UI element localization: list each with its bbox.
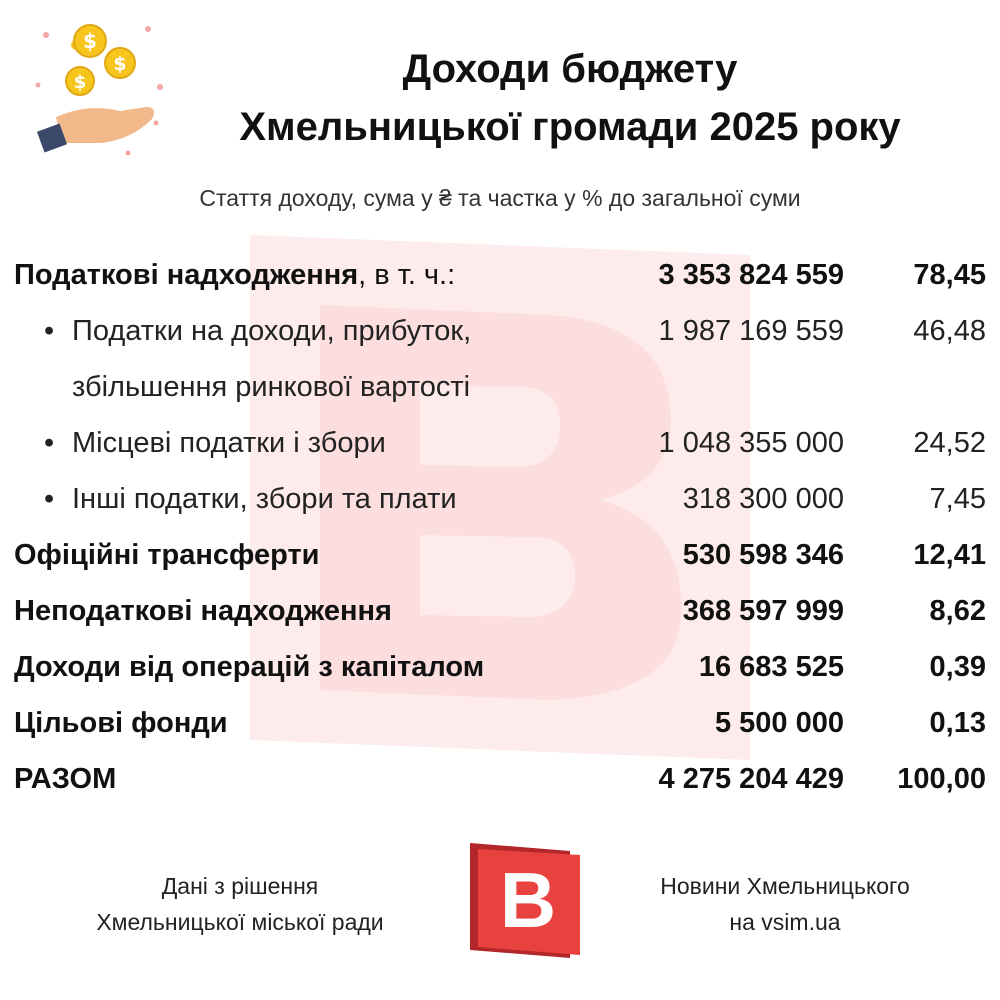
- row-percent: 46,48: [913, 315, 986, 347]
- hand-with-dollar-coins-icon: $ $ $: [35, 24, 163, 156]
- table-row-total: РАЗОМ 4 275 204 429 100,00: [14, 752, 986, 808]
- row-percent: 78,45: [913, 259, 986, 291]
- watermark-logo: [250, 235, 750, 760]
- row-percent: 8,62: [929, 595, 986, 627]
- row-amount: 318 300 000: [682, 483, 844, 515]
- row-amount: 16 683 525: [698, 651, 844, 683]
- row-percent: 7,45: [929, 483, 986, 515]
- row-label: Неподаткові надходження: [14, 595, 392, 627]
- table-row: • Податки на доходи, прибуток, збільшенн…: [14, 304, 986, 416]
- subtitle: Стаття доходу, сума у ₴ та частка у % до…: [199, 185, 801, 211]
- bullet-icon: •: [44, 315, 55, 347]
- brand-note: Новини Хмельницького на vsim.ua: [585, 868, 985, 940]
- title-line-2: Хмельницької громади 2025 року: [239, 105, 901, 149]
- table-row: Податкові надходження, в т. ч.: 3 353 82…: [14, 248, 986, 304]
- row-amount: 530 598 346: [682, 539, 844, 571]
- row-label: Місцеві податки і збори: [72, 427, 386, 459]
- source-note: Дані з рішення Хмельницької міської ради: [30, 868, 450, 940]
- svg-text:$: $: [74, 72, 87, 93]
- source-line-2: Хмельницької міської ради: [96, 909, 384, 935]
- row-label: Цільові фонди: [14, 707, 228, 739]
- row-percent: 0,39: [929, 651, 986, 683]
- row-percent: 24,52: [913, 427, 986, 459]
- row-amount: 3 353 824 559: [658, 259, 844, 291]
- logo-letter: B: [500, 856, 556, 944]
- bullet-icon: •: [44, 483, 55, 515]
- row-label: Податки на доходи, прибуток,: [72, 315, 472, 347]
- row-amount: 368 597 999: [682, 595, 844, 627]
- table-row: Офіційні трансферти 530 598 346 12,41: [14, 528, 986, 584]
- row-label: Офіційні трансферти: [14, 539, 320, 571]
- row-label-continued: збільшення ринкової вартості: [72, 371, 471, 403]
- brand-line-1: Новини Хмельницького: [660, 873, 910, 899]
- row-label: РАЗОМ: [14, 763, 117, 795]
- row-percent: 0,13: [929, 707, 986, 739]
- row-amount: 1 048 355 000: [658, 427, 844, 459]
- row-amount: 1 987 169 559: [658, 315, 844, 347]
- row-percent: 12,41: [913, 539, 986, 571]
- title-line-1: Доходи бюджету: [402, 47, 738, 91]
- table-row: Цільові фонди 5 500 000 0,13: [14, 696, 986, 752]
- revenue-table: Податкові надходження, в т. ч.: 3 353 82…: [14, 248, 986, 808]
- bullet-icon: •: [44, 427, 55, 459]
- row-percent: 100,00: [897, 763, 986, 795]
- svg-text:$: $: [113, 53, 126, 75]
- row-amount: 4 275 204 429: [658, 763, 844, 795]
- svg-text:$: $: [83, 29, 97, 53]
- row-label: Доходи від операцій з капіталом: [14, 651, 485, 683]
- table-row: • Місцеві податки і збори 1 048 355 000 …: [14, 416, 986, 472]
- brand-line-2: на vsim.ua: [729, 909, 841, 935]
- row-label: Податкові надходження, в т. ч.:: [14, 259, 456, 291]
- table-row: Неподаткові надходження 368 597 999 8,62: [14, 584, 986, 640]
- row-amount: 5 500 000: [714, 707, 844, 739]
- vsim-logo: B: [470, 843, 580, 958]
- table-row: • Інші податки, збори та плати 318 300 0…: [14, 472, 986, 528]
- source-line-1: Дані з рішення: [161, 873, 319, 899]
- table-row: Доходи від операцій з капіталом 16 683 5…: [14, 640, 986, 696]
- page-title: Доходи бюджету Хмельницької громади 2025…: [170, 40, 970, 156]
- row-label: Інші податки, збори та плати: [72, 483, 457, 515]
